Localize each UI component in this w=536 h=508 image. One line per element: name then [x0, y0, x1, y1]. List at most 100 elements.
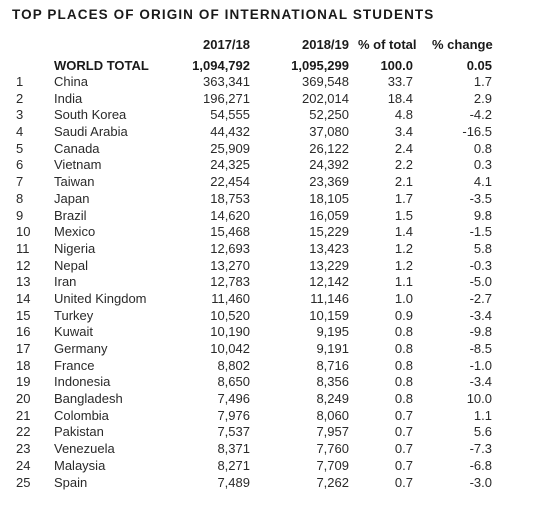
rank-cell: 17 [16, 341, 31, 356]
percent-change-cell: 1.7 [473, 74, 492, 89]
country-cell: Malaysia [54, 457, 106, 473]
value-2017-18-cell: 12,693 [210, 240, 250, 256]
country-cell: Nepal [54, 257, 88, 273]
value-2017-18-cell: 13,270 [210, 257, 250, 273]
table-row: 1 China 363,341 369,548 33.7 1.7 [12, 74, 526, 91]
country-cell: South Korea [54, 107, 127, 123]
rank-cell: 15 [16, 307, 31, 323]
percent-of-total-cell: 1.2 [394, 240, 413, 256]
percent-of-total-cell: 0.7 [394, 457, 413, 473]
percent-of-total-cell: 0.7 [394, 407, 413, 423]
value-2017-18-cell: 11,460 [211, 290, 250, 306]
country-cell: Brazil [54, 207, 87, 223]
percent-of-total-cell: 0.7 [394, 441, 413, 457]
country-cell: Venezuela [54, 441, 115, 457]
table-row: 16 Kuwait 10,190 9,195 0.8 -9.8 [12, 324, 526, 341]
table-row: 3 South Korea 54,555 52,250 4.8 -4.2 [12, 107, 526, 124]
rank-cell: 9 [16, 207, 24, 223]
value-2018-19-cell: 16,059 [309, 207, 349, 223]
table-row: 5 Canada 25,909 26,122 2.4 0.8 [12, 141, 526, 158]
country-cell: Japan [54, 190, 90, 206]
percent-change-cell: -3.4 [469, 307, 492, 323]
table-body: 1 China 363,341 369,548 33.7 1.7 2 India 196,271… [12, 74, 526, 491]
value-2018-19-cell: 37,080 [309, 124, 349, 140]
percent-change-cell: 9.8 [473, 207, 492, 223]
world-total-percent-change: 0.05 [466, 58, 492, 73]
percent-change-cell: -4.2 [469, 107, 492, 123]
country-cell: Pakistan [54, 424, 104, 440]
table-row: 9 Brazil 14,620 16,059 1.5 9.8 [12, 208, 526, 225]
rank-cell: 20 [16, 391, 31, 407]
rank-cell: 16 [16, 324, 31, 340]
percent-of-total-cell: 0.8 [394, 374, 413, 390]
table-row: 12 Nepal 13,270 13,229 1.2 -0.3 [12, 258, 526, 275]
value-2017-18-cell: 7,537 [217, 424, 250, 440]
percent-change-cell: -3.4 [469, 374, 492, 390]
rank-cell: 21 [16, 407, 31, 423]
rank-cell: 12 [16, 257, 31, 273]
table-row: 17 Germany 10,042 9,191 0.8 -8.5 [12, 341, 526, 358]
percent-of-total-cell: 1.7 [394, 190, 413, 206]
percent-of-total-cell: 0.9 [394, 307, 413, 323]
percent-change-cell: -5.0 [469, 274, 492, 290]
value-2017-18-cell: 10,190 [210, 324, 250, 340]
rank-cell: 6 [16, 157, 24, 173]
value-2018-19-cell: 7,957 [316, 424, 349, 440]
country-cell: Iran [54, 274, 77, 290]
percent-change-cell: -3.0 [469, 474, 492, 490]
value-2017-18-cell: 22,454 [210, 174, 250, 190]
value-2017-18-cell: 54,555 [210, 107, 250, 123]
percent-change-cell: -6.8 [469, 457, 492, 473]
percent-of-total-cell: 0.8 [394, 324, 413, 340]
header-2017-18: 2017/18 [203, 37, 250, 52]
percent-change-cell: -0.3 [469, 257, 492, 273]
country-cell: Colombia [54, 407, 109, 423]
value-2017-18-cell: 7,976 [217, 407, 250, 423]
percent-change-cell: -9.8 [469, 324, 492, 340]
value-2017-18-cell: 7,489 [217, 474, 250, 490]
table-row: 23 Venezuela 8,371 7,760 0.7 -7.3 [12, 441, 526, 458]
table-row: 8 Japan 18,753 18,105 1.7 -3.5 [12, 191, 526, 208]
rank-cell: 25 [16, 474, 31, 490]
value-2017-18-cell: 8,371 [217, 441, 250, 457]
value-2017-18-cell: 7,496 [217, 391, 250, 407]
value-2017-18-cell: 363,341 [203, 74, 250, 89]
country-cell: Kuwait [54, 324, 94, 340]
percent-change-cell: 5.8 [473, 240, 492, 256]
percent-change-cell: -8.5 [469, 341, 492, 356]
value-2018-19-cell: 8,249 [316, 391, 349, 407]
country-cell: France [54, 357, 95, 373]
country-cell: United Kingdom [54, 290, 147, 306]
percent-of-total-cell: 1.5 [394, 207, 413, 223]
percent-change-cell: 10.0 [466, 391, 492, 407]
value-2018-19-cell: 11,146 [310, 290, 349, 306]
percent-of-total-cell: 0.8 [394, 391, 413, 407]
value-2018-19-cell: 9,195 [316, 324, 349, 340]
value-2018-19-cell: 7,262 [316, 474, 349, 490]
rank-cell: 22 [16, 424, 31, 440]
rank-cell: 11 [16, 240, 30, 256]
table-row: 20 Bangladesh 7,496 8,249 0.8 10.0 [12, 391, 526, 408]
table-header-row: 2017/18 2018/19 % of total % change [12, 35, 526, 54]
world-total-row: WORLD TOTAL 1,094,792 1,095,299 100.0 0.… [12, 58, 526, 74]
percent-change-cell: 2.9 [473, 90, 492, 106]
percent-of-total-cell: 2.4 [394, 140, 413, 156]
table-row: 21 Colombia 7,976 8,060 0.7 1.1 [12, 408, 526, 425]
percent-of-total-cell: 1.2 [394, 257, 413, 273]
table-row: 15 Turkey 10,520 10,159 0.9 -3.4 [12, 308, 526, 325]
value-2018-19-cell: 15,229 [309, 224, 349, 240]
origins-table: 2017/18 2018/19 % of total % change WORL… [12, 35, 526, 491]
value-2017-18-cell: 18,753 [210, 190, 250, 206]
rank-cell: 7 [16, 174, 24, 190]
page-title: TOP PLACES OF ORIGIN OF INTERNATIONAL ST… [12, 7, 435, 22]
percent-of-total-cell: 0.8 [394, 357, 413, 373]
percent-of-total-cell: 1.1 [394, 274, 413, 290]
value-2018-19-cell: 369,548 [302, 74, 349, 89]
country-cell: Canada [54, 140, 100, 156]
value-2017-18-cell: 10,520 [210, 307, 250, 323]
value-2018-19-cell: 24,392 [309, 157, 349, 173]
country-cell: Indonesia [54, 374, 111, 390]
percent-of-total-cell: 18.4 [387, 90, 413, 106]
value-2018-19-cell: 13,423 [309, 240, 349, 256]
rank-cell: 14 [16, 290, 31, 306]
